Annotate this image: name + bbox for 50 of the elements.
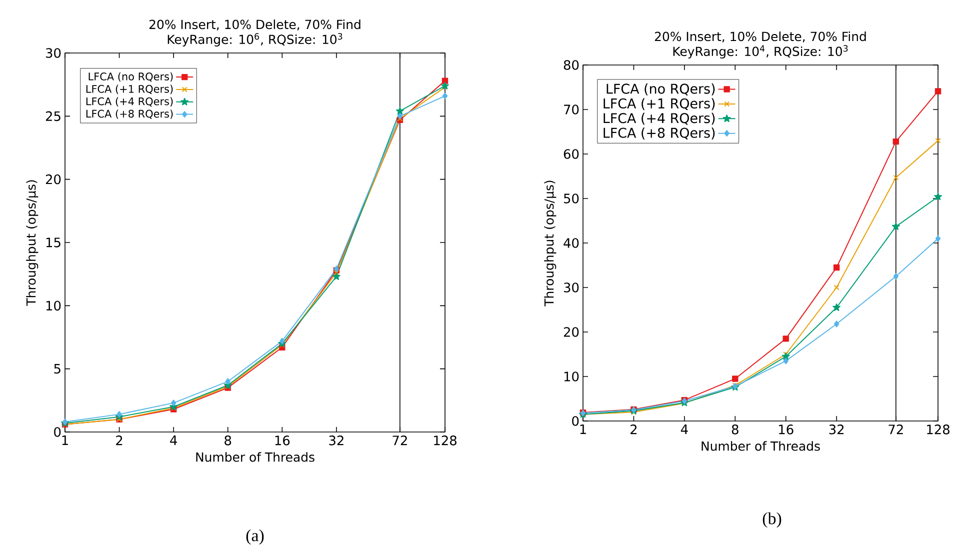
x-tick-label: 72 [888,424,903,434]
x-tick-label: 2 [116,436,122,446]
x-tick-label: 8 [224,436,232,446]
y-tick-label: 40 [564,238,579,248]
legend-label: LFCA (+8 RQers) [86,110,173,119]
y-tick-label: 70 [564,104,579,114]
x-tick-label: 32 [829,424,844,434]
x-tick-label: 8 [732,424,738,434]
text: (b) [762,512,782,528]
y-tick-label: 0 [572,416,579,426]
y-tick-label: 25 [46,111,60,122]
x-tick-label: 1 [62,436,68,445]
legend-label: LFCA (+8 RQers) [604,127,715,140]
x-tick-label: 2 [630,424,637,434]
chart-title: 20% Insert, 10% Delete, 70% Find [654,32,866,42]
x-tick-label: 16 [275,436,290,446]
legend-label: LFCA (+4 RQers) [86,97,173,106]
y-tick-label: 30 [564,282,579,292]
x-tick-label: 128 [927,424,950,434]
x-tick-label: 4 [680,424,688,434]
legend-label: LFCA (+1 RQers) [604,98,715,110]
legend-label: LFCA (+1 RQers) [86,84,173,94]
y-tick-label: 60 [564,149,579,159]
legend-label: LFCA (no RQers) [606,83,715,96]
y-tick-label: 80 [564,60,579,70]
x-tick-label: 4 [170,436,177,445]
y-tick-label: 15 [46,238,60,248]
y-axis-title: Throughput (ops/µs) [26,180,38,306]
x-axis-title: Number of Threads [196,452,314,462]
y-tick-label: 0 [54,427,61,437]
y-tick-label: 20 [564,327,579,337]
chart-subtitle: KeyRange: 10$^{6}$, RQSize: 10$^{3}$ [168,33,342,46]
text: (a) [246,529,264,545]
y-axis-title: Throughput (ops/µs) [544,180,556,306]
y-tick-label: 20 [46,174,61,184]
x-tick-label: 128 [434,436,456,446]
chart-title: 20% Insert, 10% Delete, 70% Find [149,19,360,30]
chart-subtitle: KeyRange: 10$^{4}$, RQSize: 10$^{3}$ [673,45,848,59]
x-tick-label: 1 [580,424,586,434]
x-axis-title: Number of Threads [702,441,820,451]
y-tick-label: 10 [46,300,61,311]
x-tick-label: 16 [779,424,794,434]
x-tick-label: 32 [329,436,344,446]
y-tick-label: 30 [46,48,61,58]
x-tick-label: 72 [392,436,407,446]
y-tick-label: 5 [54,364,60,374]
y-tick-label: 50 [564,194,579,204]
legend-label: LFCA (+4 RQers) [604,112,715,125]
legend-label: LFCA (no RQers) [88,72,173,82]
y-tick-label: 10 [564,372,579,382]
